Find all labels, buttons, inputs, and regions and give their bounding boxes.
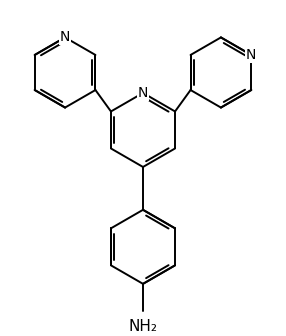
Text: NH₂: NH₂ <box>128 319 158 334</box>
Text: N: N <box>138 86 148 100</box>
Text: N: N <box>60 31 70 44</box>
Text: N: N <box>246 48 257 62</box>
